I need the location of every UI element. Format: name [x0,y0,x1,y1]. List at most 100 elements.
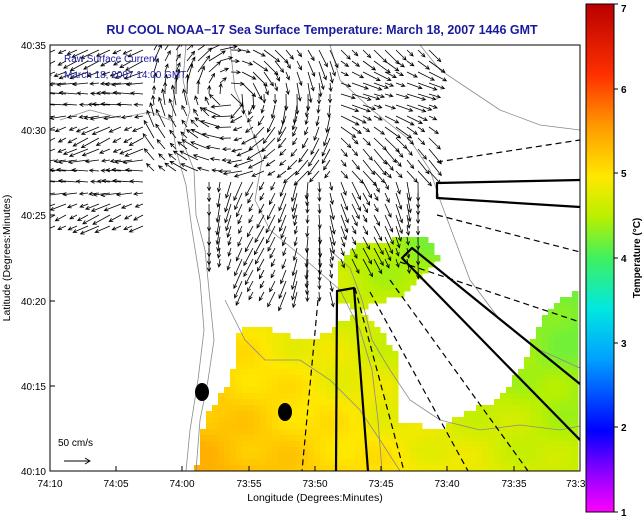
sst-cell [230,375,237,382]
sst-cell [554,381,561,388]
sst-cell [506,453,513,460]
sst-cell [458,435,465,442]
current-vector-arrow [340,71,350,76]
current-vector-arrow [131,126,144,132]
current-vector-arrow [57,49,67,54]
current-vector-arrow [62,192,78,197]
current-vector-arrow [78,114,89,119]
current-vector-arrow [164,63,169,73]
sst-cell [374,351,381,358]
sst-cell [452,459,459,466]
sst-cell [566,327,573,334]
sst-cell [338,453,345,460]
current-vector-arrow [229,115,243,123]
sst-cell [212,447,219,454]
current-vector-arrow [226,159,243,165]
current-vector-arrow [428,104,438,109]
sst-cell [338,435,345,442]
sst-cell [308,435,315,442]
current-vector-arrow [248,291,254,301]
sst-cell [206,459,213,466]
sst-cell [350,447,357,454]
current-vector-arrow [340,137,352,149]
sst-cell [464,417,471,424]
sst-cell [356,405,363,412]
current-vector-arrow [316,104,321,114]
sst-cell [338,261,345,268]
current-vector-arrow [395,93,410,99]
sst-cell [476,453,483,460]
current-vector-arrow [278,203,287,224]
sst-cell [518,423,525,430]
sst-cell [290,411,297,418]
sst-cell [536,447,543,454]
transect-line [354,287,405,471]
current-vector-arrow [222,170,243,176]
sst-cell [344,363,351,370]
sst-cell [230,435,237,442]
sst-cell [500,441,507,448]
sst-cell [338,465,345,471]
sst-cell [338,291,345,298]
sst-cell [380,399,387,406]
current-vector-arrow [428,71,448,82]
sst-cell [404,465,411,471]
sst-cell [374,423,381,430]
current-annotation-line-2: March 18, 2007 14:00 GMT [64,70,186,81]
current-vector-arrow [270,104,276,120]
current-vector-arrow [292,203,298,220]
current-vector-arrow [109,71,122,77]
sst-cell [476,435,483,442]
current-vector-arrow [384,247,392,262]
sst-cell [548,321,555,328]
sst-cell [362,291,369,298]
sst-cell [506,435,513,442]
sst-cell [572,339,579,346]
sst-cell [266,327,273,334]
current-vector-arrow [285,71,290,81]
sst-cell [392,267,399,274]
sst-cell [350,267,357,274]
sst-cell [392,423,399,430]
sst-cell [350,399,357,406]
colorbar-tick-label: 7 [621,4,627,15]
sst-cell [560,387,567,394]
sst-cell [350,303,357,310]
sst-cell [200,435,207,442]
sst-cell [314,405,321,412]
sst-cell [338,297,345,304]
sst-cell [536,369,543,376]
sst-cell [290,453,297,460]
sst-cell [320,375,327,382]
current-vector-arrow [129,179,144,184]
transect-line [436,214,580,253]
sst-cell [218,465,225,471]
sst-cell [248,453,255,460]
sst-cell [320,393,327,400]
current-vector-arrow [50,225,56,229]
current-vector-arrow [79,225,100,235]
sst-cell [356,369,363,376]
current-vector-arrow [324,170,331,179]
sst-cell [572,291,579,298]
sst-cell [308,393,315,400]
sst-cell [230,447,237,454]
current-vector-arrow [428,82,446,90]
current-vector-arrow [270,269,276,279]
sst-cell [548,465,555,471]
current-vector-arrow [50,158,56,163]
current-vector-arrow [351,71,365,79]
sst-cell [374,339,381,346]
sst-cell [356,423,363,430]
sst-cell [266,369,273,376]
sst-cell [356,375,363,382]
current-vector-arrow [362,159,376,176]
sst-cell [482,459,489,466]
sst-cell [434,465,441,471]
sst-cell [344,255,351,262]
current-vector-arrow [304,104,310,118]
current-vector-arrow [395,49,407,61]
sst-cell [380,297,387,304]
sst-cell [284,387,291,394]
sst-cell [266,423,273,430]
